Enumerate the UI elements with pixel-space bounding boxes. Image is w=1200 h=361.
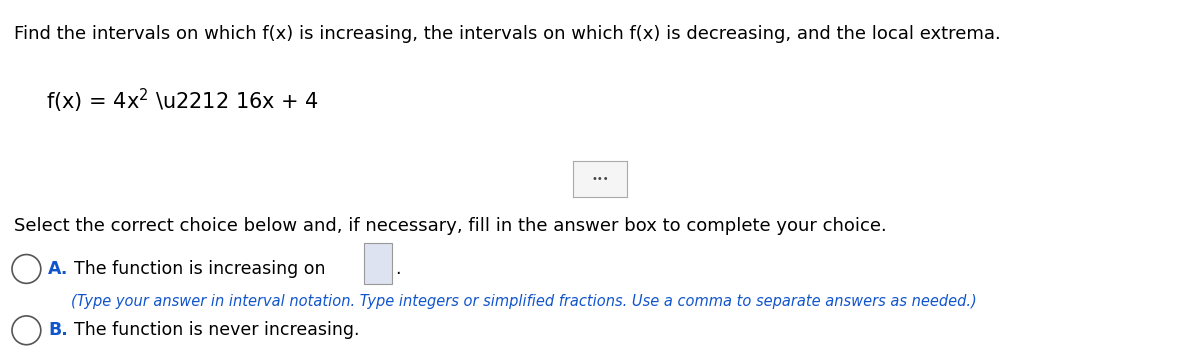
Text: Select the correct choice below and, if necessary, fill in the answer box to com: Select the correct choice below and, if …	[14, 217, 887, 235]
Text: •••: •••	[592, 174, 608, 184]
Text: A.: A.	[48, 260, 68, 278]
Text: Find the intervals on which f(x) is increasing, the intervals on which f(x) is d: Find the intervals on which f(x) is incr…	[14, 25, 1001, 43]
Text: The function is never increasing.: The function is never increasing.	[74, 321, 360, 339]
Text: B.: B.	[48, 321, 67, 339]
Text: .: .	[395, 260, 401, 278]
Text: (Type your answer in interval notation. Type integers or simplified fractions. U: (Type your answer in interval notation. …	[71, 294, 977, 309]
Text: f(x) = 4x$\mathregular{^{2}}$ \u2212 16x + 4: f(x) = 4x$\mathregular{^{2}}$ \u2212 16x…	[46, 87, 318, 115]
Text: The function is increasing on: The function is increasing on	[74, 260, 326, 278]
